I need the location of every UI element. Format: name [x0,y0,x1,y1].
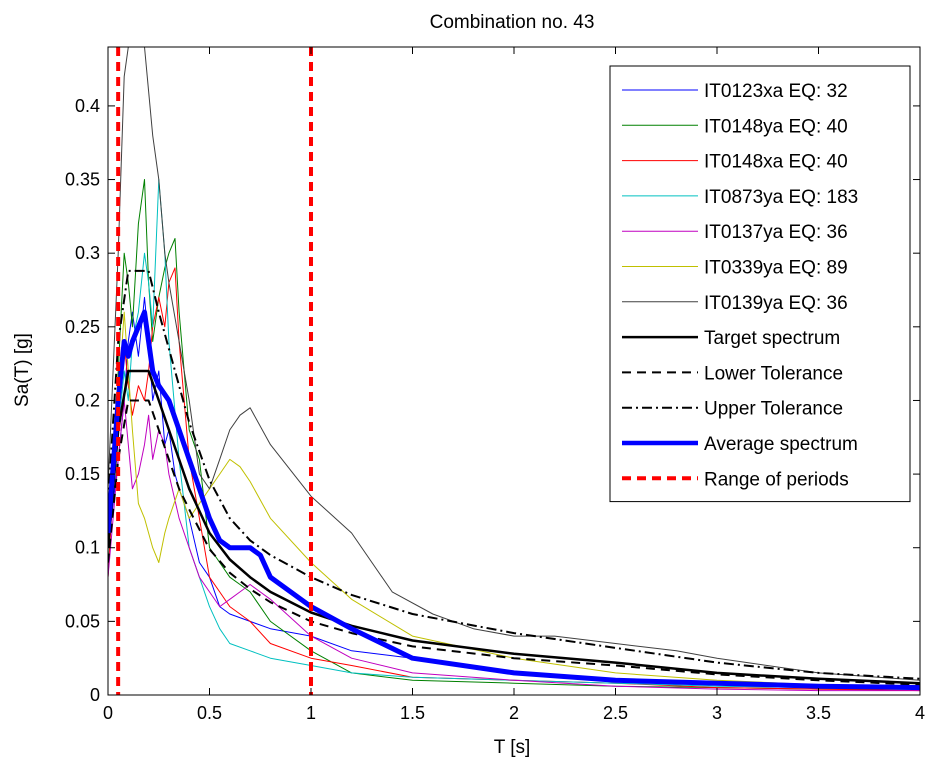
x-tick-label: 3.5 [806,703,831,723]
y-tick-label: 0.15 [65,464,100,484]
series-line-8 [108,399,920,686]
legend-label-6: IT0139ya EQ: 36 [704,293,848,314]
series-line-1 [108,179,920,690]
y-axis-label: Sa(T) [g] [12,333,33,407]
legend-label-7: Target spectrum [704,328,840,349]
x-tick-label: 3 [712,703,722,723]
chart-title: Combination no. 43 [430,12,595,33]
y-tick-label: 0.4 [75,96,100,116]
y-tick-label: 0.3 [75,243,100,263]
plot-frame [107,46,921,696]
legend-label-8: Lower Tolerance [704,363,843,384]
legend: IT0123xa EQ: 32 IT0148ya EQ: 40 IT0148xa E… [609,65,911,503]
y-tick-label: 0.05 [65,611,100,631]
series-line-10 [108,309,920,691]
x-tick-label: 0 [103,703,113,723]
legend-label-1: IT0148ya EQ: 40 [704,116,848,137]
legend-label-11: Range of periods [704,469,849,490]
x-tick-label: 0.5 [197,703,222,723]
y-tick-label: 0.35 [65,170,100,190]
x-tick-label: 1 [306,703,316,723]
legend-label-3: IT0873ya EQ: 183 [704,187,858,208]
x-tick-label: 2.5 [603,703,628,723]
series-line-5 [108,311,920,689]
x-tick-label: 2 [509,703,519,723]
series-layer [108,47,920,695]
y-tick-label: 0.25 [65,317,100,337]
legend-label-4: IT0137ya EQ: 36 [704,222,848,243]
x-axis-label: T [s] [494,737,531,758]
legend-box [609,65,911,503]
y-tick-label: 0.2 [75,390,100,410]
y-tick-label: 0 [90,685,100,705]
legend-label-0: IT0123xa EQ: 32 [704,81,848,102]
series-line-9 [108,269,920,680]
tick-layer: 0 0.5 1 1.5 2 2.5 3 3.5 4 0 0.05 0.1 0.15 0.2 0.25 0.3 0… [65,47,925,723]
y-tick-label: 0.1 [75,538,100,558]
legend-label-5: IT0339ya EQ: 89 [704,258,848,279]
x-tick-label: 1.5 [400,703,425,723]
x-tick-label: 4 [915,703,925,723]
series-line-7 [108,369,920,685]
legend-label-10: Average spectrum [704,434,858,455]
legend-label-9: Upper Tolerance [704,399,843,420]
legend-label-2: IT0148xa EQ: 40 [704,152,848,173]
